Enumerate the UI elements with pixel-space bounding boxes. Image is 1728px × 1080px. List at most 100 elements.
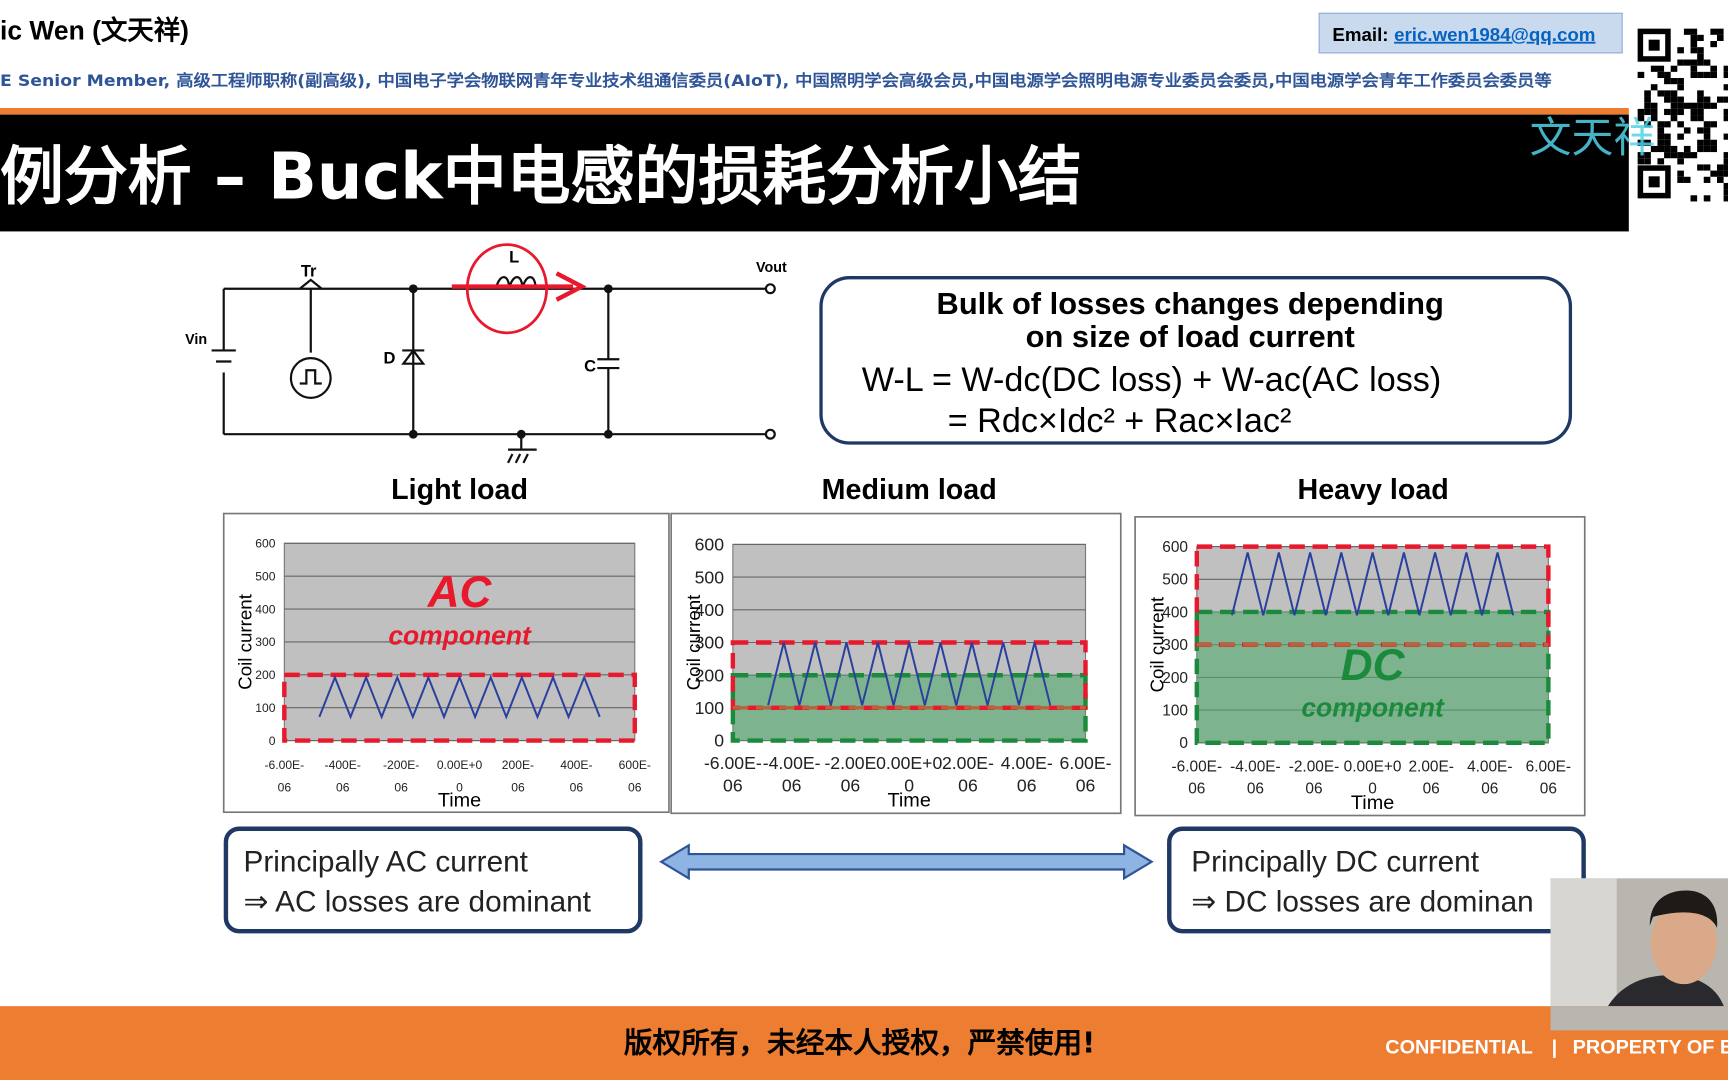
qr-module bbox=[1703, 164, 1711, 171]
qr-module bbox=[1657, 90, 1665, 97]
circuit bbox=[211, 276, 776, 464]
qr-module bbox=[1637, 139, 1645, 146]
y-tick-label: 500 bbox=[255, 569, 275, 583]
qr-module bbox=[1723, 84, 1728, 91]
qr-module bbox=[1723, 96, 1728, 103]
waveform bbox=[1231, 552, 1515, 616]
x-tick-label: 06 bbox=[1017, 775, 1037, 795]
email-link[interactable]: eric.wen1984@qq.com bbox=[1394, 24, 1595, 45]
qr-module bbox=[1650, 145, 1658, 153]
annotation: DC bbox=[1341, 641, 1406, 690]
x-axis-label: Time bbox=[888, 790, 931, 812]
slide-title: 例分析 – Buck中电感的损耗分析小结 bbox=[0, 140, 1082, 214]
annotation: component bbox=[388, 621, 532, 651]
qr-module bbox=[1710, 71, 1717, 79]
current-arrow bbox=[451, 271, 587, 302]
double-arrow bbox=[659, 843, 1154, 881]
qr-module bbox=[1697, 127, 1704, 134]
qr-module bbox=[1697, 102, 1704, 109]
x-tick-label: 4.00E- bbox=[1467, 758, 1512, 775]
x-tick-label: 0 bbox=[456, 780, 463, 794]
qr-module bbox=[1683, 152, 1691, 159]
x-axis-label: Time bbox=[438, 790, 481, 812]
y-tick-label: 300 bbox=[255, 635, 275, 649]
x-tick-label: 06 bbox=[841, 775, 861, 795]
annotation: component bbox=[1301, 692, 1445, 722]
qr-module bbox=[1677, 84, 1684, 91]
x-axis-label: Time bbox=[1351, 792, 1394, 814]
y-tick-label: 0 bbox=[714, 731, 724, 751]
y-tick-label: 200 bbox=[255, 668, 275, 682]
qr-module bbox=[1644, 90, 1651, 97]
qr-module bbox=[1664, 152, 1671, 159]
qr-module bbox=[1710, 102, 1717, 109]
plot-title: Light load bbox=[391, 474, 528, 506]
qr-module bbox=[1716, 28, 1724, 35]
qr-module bbox=[1637, 115, 1645, 122]
qr-module bbox=[1650, 108, 1658, 116]
qr-module bbox=[1677, 176, 1684, 183]
x-tick-label: -200E- bbox=[383, 758, 419, 772]
waveform bbox=[767, 642, 1052, 706]
qr-module bbox=[1637, 152, 1645, 159]
qr-module bbox=[1657, 133, 1665, 140]
qr-module bbox=[1657, 121, 1665, 128]
note-text: Principally DC current bbox=[1191, 846, 1479, 879]
x-tick-label: 06 bbox=[278, 780, 292, 794]
y-tick-label: 100 bbox=[1162, 702, 1188, 719]
qr-module bbox=[1710, 65, 1717, 72]
qr-module bbox=[1703, 139, 1711, 146]
y-axis-label: Coil current bbox=[234, 593, 255, 690]
qr-module bbox=[1677, 108, 1684, 116]
qr-module bbox=[1723, 115, 1728, 122]
qr-module bbox=[1697, 47, 1704, 54]
qr-module bbox=[1644, 96, 1651, 103]
qr-module bbox=[1710, 170, 1717, 177]
x-tick-label: -2.00E bbox=[824, 753, 876, 773]
qr-module bbox=[1703, 133, 1711, 140]
qr-module bbox=[1723, 189, 1728, 196]
qr-module bbox=[1690, 65, 1698, 72]
qr-module bbox=[1637, 71, 1645, 79]
x-tick-label: 0 bbox=[904, 775, 914, 795]
property: PROPERTY OF E bbox=[1573, 1037, 1728, 1059]
x-tick-label: -4.00E- bbox=[1230, 758, 1281, 775]
presenter-name: ic Wen (文天祥) bbox=[0, 16, 189, 46]
qr-module bbox=[1677, 78, 1684, 85]
qr-module bbox=[1723, 71, 1728, 79]
qr-module bbox=[1723, 158, 1728, 165]
y-tick-label: 500 bbox=[695, 567, 725, 587]
x-tick-label: 06 bbox=[628, 780, 642, 794]
qr-module bbox=[1670, 102, 1678, 109]
label-vin: Vin bbox=[185, 332, 207, 348]
qr-module bbox=[1670, 152, 1678, 159]
qr-module bbox=[1677, 152, 1684, 159]
y-tick-label: 600 bbox=[695, 535, 725, 555]
x-tick-label: -6.00E- bbox=[704, 753, 762, 773]
plot-title: Heavy load bbox=[1298, 474, 1449, 506]
x-tick-label: 06 bbox=[394, 780, 408, 794]
qr-module bbox=[1650, 84, 1658, 91]
y-tick-label: 0 bbox=[1179, 735, 1188, 752]
y-tick-label: 100 bbox=[255, 701, 275, 715]
qr-module bbox=[1723, 164, 1728, 171]
qr-module bbox=[1670, 78, 1678, 85]
note-box bbox=[223, 826, 643, 934]
qr-module bbox=[1650, 65, 1658, 72]
x-tick-label: 06 bbox=[511, 780, 525, 794]
x-tick-label: 06 bbox=[1305, 780, 1322, 797]
qr-finder bbox=[1648, 39, 1660, 51]
qr-module bbox=[1703, 59, 1711, 66]
plot-title: Medium load bbox=[822, 474, 997, 506]
y-tick-label: 0 bbox=[269, 734, 276, 748]
qr-module bbox=[1664, 145, 1671, 153]
x-tick-label: 4.00E- bbox=[1001, 753, 1053, 773]
qr-module bbox=[1703, 195, 1711, 202]
qr-module bbox=[1690, 40, 1698, 48]
qr-module bbox=[1710, 145, 1717, 153]
email-box bbox=[1318, 12, 1623, 54]
x-tick-label: 0 bbox=[1368, 780, 1377, 797]
qr-module bbox=[1683, 145, 1691, 153]
y-tick-label: 300 bbox=[695, 633, 725, 653]
